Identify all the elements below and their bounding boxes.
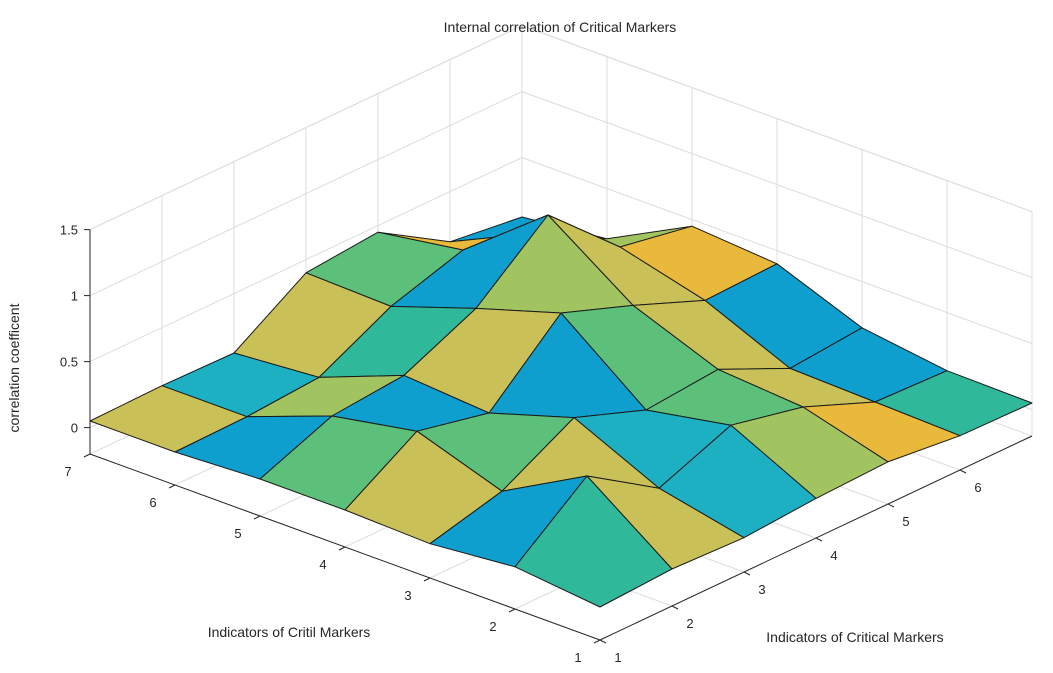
y-tick-label: 7 [64, 464, 71, 479]
grid-line [89, 25, 1033, 231]
y-tick-mark [338, 546, 346, 551]
y-tick-mark [83, 453, 91, 458]
y-tick-mark [593, 639, 601, 644]
y-tick-mark [253, 515, 261, 520]
x-tick-mark [959, 469, 967, 474]
x-tick-label: 4 [830, 548, 837, 563]
y-tick-label: 4 [319, 557, 326, 572]
y-tick-label: 5 [234, 526, 241, 541]
grid-line [89, 91, 1033, 297]
x-tick-mark [815, 537, 823, 542]
x-tick-label: 1 [614, 650, 621, 665]
z-tick-label: 1 [71, 289, 78, 304]
x-tick-label: 5 [902, 514, 909, 529]
grid-line [89, 157, 1033, 363]
grid-line [89, 25, 1033, 231]
z-tick-label: 1.5 [60, 223, 78, 238]
x-tick-label: 2 [686, 616, 693, 631]
labels: Internal correlation of Critical Markers… [6, 19, 944, 645]
z-axis-label: correlation coefficent [6, 303, 22, 432]
y-tick-label: 3 [404, 588, 411, 603]
y-tick-label: 1 [574, 650, 581, 665]
axes: 1 2 3 4 5 6 1 2 3 4 5 6 7 0 0.5 1 1.5 [60, 223, 1033, 665]
surface [89, 214, 1033, 608]
x-axis-label: Indicators of Critical Markers [766, 629, 943, 645]
x-tick-mark [599, 639, 607, 644]
x-tick-label: 6 [974, 480, 981, 495]
x-tick-mark [887, 503, 895, 508]
z-tick-label: 0.5 [60, 355, 78, 370]
y-tick-mark [423, 577, 431, 582]
z-tick-label: 0 [71, 421, 78, 436]
x-tick-mark [671, 605, 679, 610]
y-tick-label: 2 [489, 619, 496, 634]
x-tick-label: 3 [758, 582, 765, 597]
surface-facet [514, 475, 673, 608]
x-tick-mark [743, 571, 751, 576]
y-axis-label: Indicators of Critil Markers [208, 624, 371, 640]
y-tick-mark [168, 484, 176, 489]
chart-title: Internal correlation of Critical Markers [444, 19, 677, 35]
y-tick-mark [508, 608, 516, 613]
y-tick-label: 6 [149, 495, 156, 510]
